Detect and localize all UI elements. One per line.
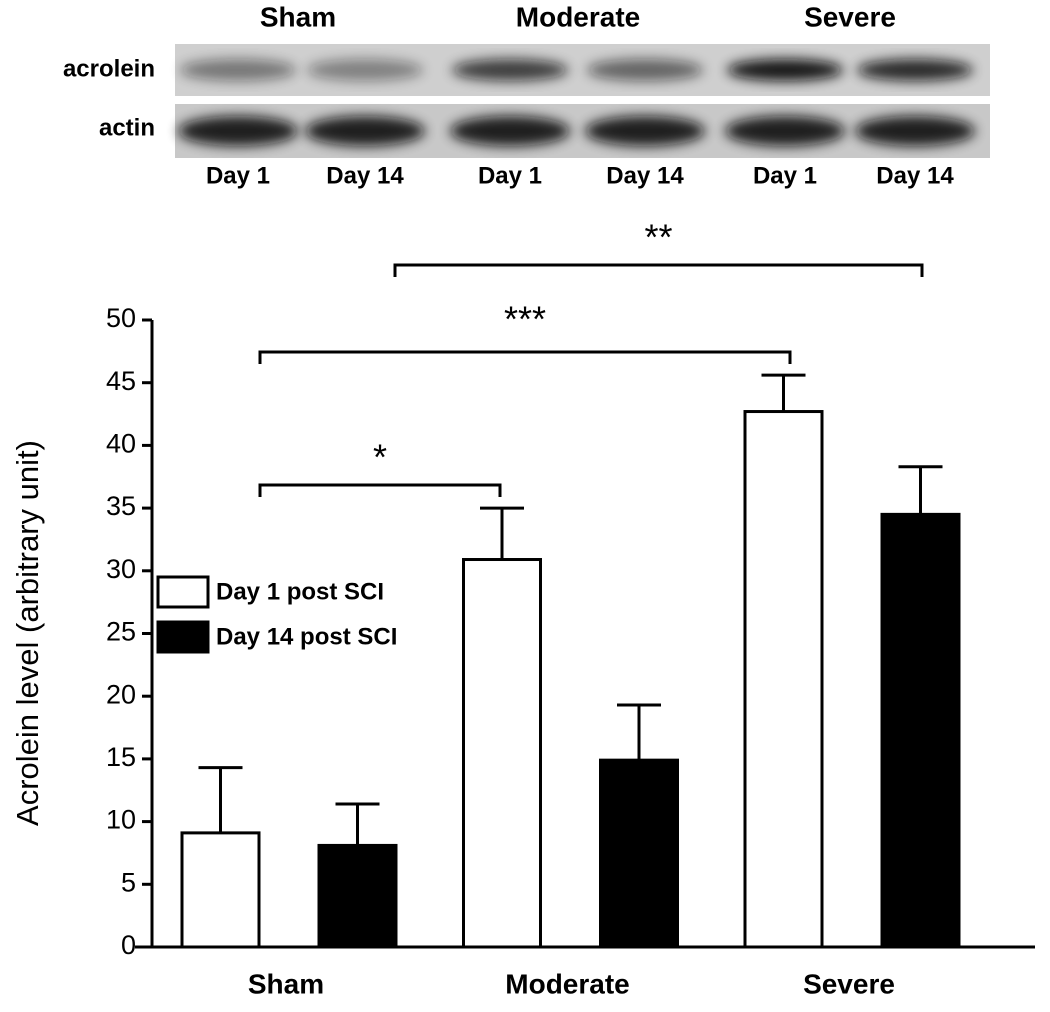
blot-band xyxy=(305,116,425,146)
legend-swatch xyxy=(156,575,210,609)
lane-label: Day 14 xyxy=(606,162,684,189)
y-tick-label: 0 xyxy=(121,930,136,960)
blot-band xyxy=(180,59,296,81)
y-tick-label: 5 xyxy=(121,867,136,897)
y-tick-label: 50 xyxy=(106,303,136,333)
blot-band xyxy=(725,116,845,146)
y-tick-label: 15 xyxy=(106,742,136,772)
bar xyxy=(462,558,542,949)
significance-bracket xyxy=(258,483,502,497)
significance-bracket xyxy=(258,350,792,364)
x-tick-label: Sham xyxy=(248,968,324,999)
y-tick-label: 25 xyxy=(106,617,136,647)
blot-band xyxy=(178,116,298,146)
significance-bracket xyxy=(393,263,924,277)
blot-band xyxy=(452,59,568,81)
lane-label: Day 14 xyxy=(876,162,954,189)
group-label: Severe xyxy=(804,1,896,32)
blot-band xyxy=(855,116,975,146)
legend-swatch xyxy=(156,620,210,654)
significance-label: ** xyxy=(644,217,672,258)
western-blot: Day 1 Day 14 Day 1 Day 14 Day 1 Day 14 Sham Mod… xyxy=(63,1,990,189)
significance-label: *** xyxy=(504,299,546,340)
legend-label: Day 14 post SCI xyxy=(216,623,397,650)
blot-band xyxy=(450,116,570,146)
bar xyxy=(880,512,961,949)
bar xyxy=(180,831,261,949)
legend-label: Day 1 post SCI xyxy=(216,578,384,605)
bar xyxy=(317,843,398,949)
row-label: actin xyxy=(99,114,155,141)
group-label: Sham xyxy=(260,1,336,32)
y-tick-label: 40 xyxy=(106,429,136,459)
row-label: acrolein xyxy=(63,55,155,82)
lane-label: Day 1 xyxy=(478,162,542,189)
y-tick-label: 35 xyxy=(106,491,136,521)
blot-band xyxy=(857,59,973,81)
x-tick-label: Severe xyxy=(803,968,895,999)
blot-band xyxy=(585,116,705,146)
bar-chart: 0 5 10 15 20 25 30 35 40 45 50 Acrolein level (arbi… xyxy=(10,217,1035,999)
y-tick-label: 20 xyxy=(106,679,136,709)
x-tick-label: Moderate xyxy=(505,968,629,999)
lane-label: Day 1 xyxy=(753,162,817,189)
blot-band xyxy=(587,59,703,81)
significance-label: * xyxy=(373,437,387,478)
blot-band xyxy=(307,59,423,81)
bar xyxy=(743,410,824,949)
group-label: Moderate xyxy=(516,1,640,32)
y-axis-label: Acrolein level (arbitrary unit) xyxy=(10,440,45,826)
y-tick-label: 10 xyxy=(106,805,136,835)
y-tick-label: 30 xyxy=(106,554,136,584)
blot-band xyxy=(727,59,843,81)
bar xyxy=(599,758,679,949)
lane-label: Day 14 xyxy=(326,162,404,189)
lane-label: Day 1 xyxy=(206,162,270,189)
y-tick-label: 45 xyxy=(106,366,136,396)
